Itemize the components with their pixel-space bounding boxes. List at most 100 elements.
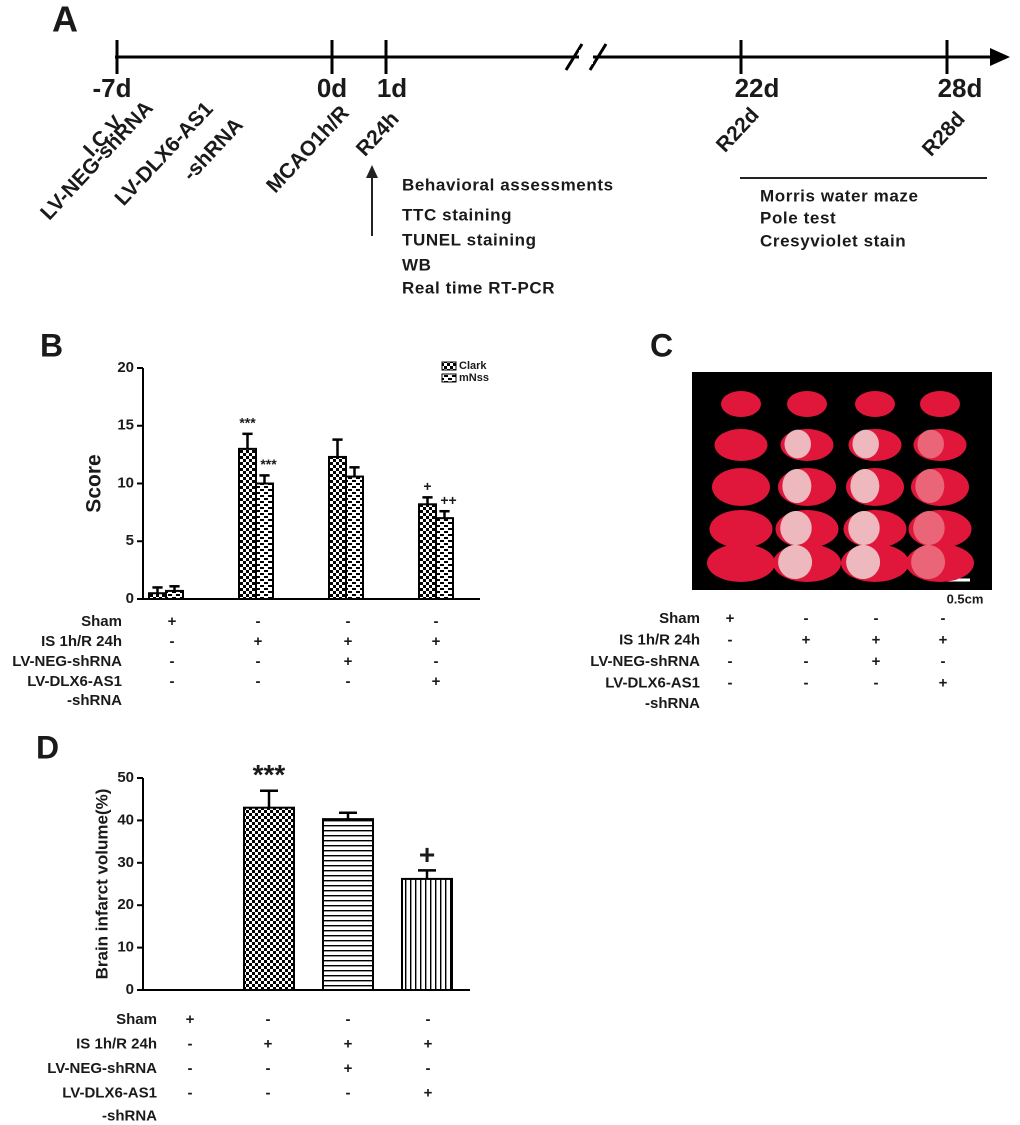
brain-slice xyxy=(787,391,827,417)
condition-mark: - xyxy=(434,613,439,630)
brain-slice xyxy=(920,391,960,417)
axis-break xyxy=(564,43,584,71)
y-tick-label: 50 xyxy=(117,769,134,786)
bar xyxy=(435,517,454,601)
condition-label: IS 1h/R 24h xyxy=(76,1035,157,1052)
brain-slice xyxy=(709,510,773,548)
condition-mark: - xyxy=(170,633,175,650)
condition-mark: - xyxy=(804,674,809,691)
condition-mark: - xyxy=(346,1084,351,1101)
bar xyxy=(322,818,374,991)
condition-mark: + xyxy=(872,653,881,670)
condition-mark: + xyxy=(939,631,948,648)
y-tick-label: 20 xyxy=(117,896,134,913)
condition-mark: - xyxy=(256,613,261,630)
condition-label: -shRNA xyxy=(645,695,700,712)
y-tick-label: 40 xyxy=(117,811,134,828)
y-axis-label: Score xyxy=(83,454,106,512)
condition-label: IS 1h/R 24h xyxy=(41,633,122,650)
infarct-area xyxy=(917,429,944,459)
panel-letter: A xyxy=(52,0,78,40)
panel-letter: D xyxy=(36,729,59,765)
condition-mark: - xyxy=(804,653,809,670)
infarct-area xyxy=(848,510,880,546)
condition-mark: + xyxy=(254,633,263,650)
axis-break xyxy=(588,43,608,71)
timeline-label: 0d xyxy=(317,73,347,103)
condition-mark: - xyxy=(728,674,733,691)
condition-mark: + xyxy=(186,1011,195,1028)
event-label: R28d xyxy=(918,108,970,161)
slices xyxy=(707,391,974,582)
brain-slice xyxy=(855,391,895,417)
condition-mark: - xyxy=(346,1011,351,1028)
timeline-label: 28d xyxy=(938,73,983,103)
legend-label: mNss xyxy=(459,372,489,384)
timeline-arrow xyxy=(990,48,1010,66)
condition-mark: - xyxy=(874,610,879,627)
condition-mark: - xyxy=(266,1060,271,1077)
infarct-area xyxy=(782,468,812,504)
condition-mark: + xyxy=(939,674,948,691)
significance: *** xyxy=(260,456,277,472)
timeline-label: 22d xyxy=(735,73,780,103)
condition-label: LV-NEG-shRNA xyxy=(47,1060,157,1077)
bar xyxy=(238,447,257,600)
legend-swatch xyxy=(441,361,457,371)
y-tick-label: 30 xyxy=(117,854,134,871)
condition-label: Sham xyxy=(116,1011,157,1028)
assessment: TUNEL staining xyxy=(402,230,537,249)
condition-mark: + xyxy=(802,631,811,648)
infarct-area xyxy=(911,544,946,580)
condition-mark: - xyxy=(170,653,175,670)
significance: *** xyxy=(239,415,256,431)
y-tick-label: 10 xyxy=(117,939,134,956)
assessment: Behavioral assessments xyxy=(402,175,614,194)
condition-mark: + xyxy=(424,1035,433,1052)
infarct-area xyxy=(913,510,945,546)
bar xyxy=(328,455,347,600)
condition-mark: + xyxy=(344,1035,353,1052)
condition-label: LV-NEG-shRNA xyxy=(12,653,122,670)
condition-label: LV-DLX6-AS1 xyxy=(605,674,700,691)
axis-break-gap xyxy=(579,50,593,64)
y-tick-label: 15 xyxy=(117,417,134,434)
condition-mark: + xyxy=(168,613,177,630)
y-tick-label: 20 xyxy=(117,359,134,376)
condition-label: Sham xyxy=(81,613,122,630)
event-label: LV-NEG-shRNA xyxy=(36,97,158,225)
y-tick-label: 10 xyxy=(117,474,134,491)
infarct-area xyxy=(846,544,881,580)
condition-label: Sham xyxy=(659,610,700,627)
condition-mark: - xyxy=(728,631,733,648)
condition-label: LV-NEG-shRNA xyxy=(590,653,700,670)
condition-mark: + xyxy=(872,631,881,648)
condition-mark: - xyxy=(188,1060,193,1077)
condition-mark: - xyxy=(426,1011,431,1028)
panel-letter: B xyxy=(40,327,63,363)
condition-mark: - xyxy=(256,653,261,670)
bar xyxy=(401,877,453,991)
significance: + xyxy=(423,478,431,494)
legend-label: Clark xyxy=(459,360,487,372)
condition-label: -shRNA xyxy=(102,1108,157,1125)
event-label: R22d xyxy=(712,104,764,157)
infarct-area xyxy=(915,468,945,504)
significance: + xyxy=(419,839,435,870)
condition-label: LV-DLX6-AS1 xyxy=(27,673,122,690)
condition-mark: + xyxy=(726,610,735,627)
assessment: Morris water maze xyxy=(760,186,919,205)
condition-mark: - xyxy=(941,653,946,670)
condition-mark: + xyxy=(344,633,353,650)
bar xyxy=(165,589,184,600)
condition-mark: - xyxy=(346,613,351,630)
condition-mark: - xyxy=(346,673,351,690)
significance: *** xyxy=(253,759,286,790)
infarct-area xyxy=(778,544,813,580)
bar xyxy=(255,482,274,600)
condition-mark: - xyxy=(256,673,261,690)
event-label: MCAO1h/R xyxy=(262,102,354,198)
infarct-area xyxy=(852,429,879,459)
bar xyxy=(243,806,295,991)
